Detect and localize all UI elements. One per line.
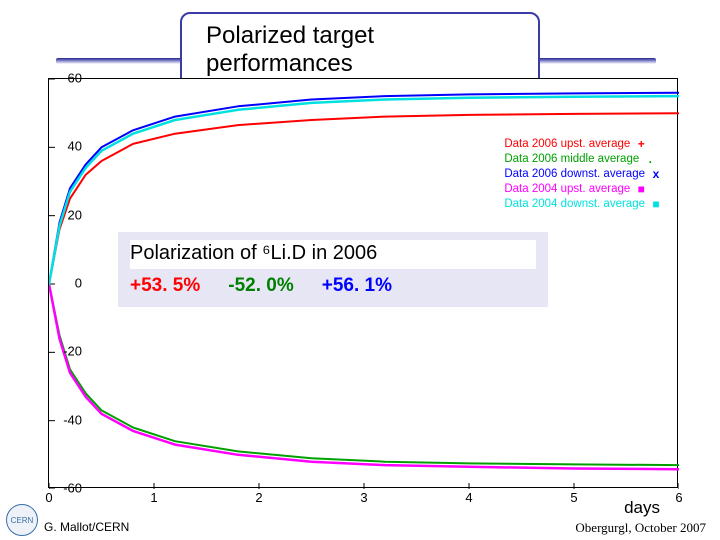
legend-label: Data 2006 downst. average [504, 167, 645, 181]
x-tick: 5 [570, 490, 577, 505]
legend-marker: ■ [651, 197, 661, 212]
x-tick: 2 [255, 490, 262, 505]
legend-label: Data 2004 downst. average [504, 197, 645, 211]
legend-item: Data 2006 upst. average + [504, 137, 661, 152]
footer-author: G. Mallot/CERN [44, 520, 129, 534]
chart-legend: Data 2006 upst. average +Data 2006 middle… [504, 137, 661, 212]
polarization-values-box: Polarization of ⁶Li.D in 2006 +53. 5% -52… [118, 232, 548, 307]
title-container: Polarized target performances [180, 12, 540, 88]
legend-label: Data 2006 upst. average [504, 137, 630, 151]
legend-label: Data 2006 middle average [504, 152, 639, 166]
x-tick: 4 [465, 490, 472, 505]
x-axis-label: days [624, 498, 660, 518]
y-tick: -60 [42, 481, 82, 496]
legend-marker: x [651, 167, 661, 182]
y-tick: 0 [42, 276, 82, 291]
legend-item: Data 2006 downst. average x [504, 167, 661, 182]
x-tick: 3 [360, 490, 367, 505]
legend-marker: + [636, 137, 646, 152]
page-title: Polarized target performances [180, 12, 540, 88]
x-tick: 1 [150, 490, 157, 505]
y-tick: -20 [42, 344, 82, 359]
polarization-value: +56. 1% [322, 275, 392, 297]
y-tick: 60 [42, 71, 82, 86]
legend-label: Data 2004 upst. average [504, 182, 630, 196]
legend-item: Data 2006 middle average. [504, 152, 661, 167]
legend-item: Data 2004 downst. average ■ [504, 197, 661, 212]
logo-text: CERN [11, 516, 34, 525]
x-tick: 6 [675, 490, 682, 505]
y-tick: 40 [42, 139, 82, 154]
polarization-value: +53. 5% [130, 275, 200, 297]
polarization-value: -52. 0% [228, 275, 293, 297]
legend-marker: ■ [636, 182, 646, 197]
legend-marker: . [645, 152, 655, 167]
y-tick: -40 [42, 412, 82, 427]
legend-item: Data 2004 upst. average ■ [504, 182, 661, 197]
cern-logo: CERN [6, 504, 38, 536]
footer-event: Obergurgl, October 2007 [575, 520, 706, 536]
overlay-title: Polarization of ⁶Li.D in 2006 [130, 240, 536, 269]
y-tick: 20 [42, 207, 82, 222]
overlay-values: +53. 5% -52. 0% +56. 1% [130, 275, 536, 297]
